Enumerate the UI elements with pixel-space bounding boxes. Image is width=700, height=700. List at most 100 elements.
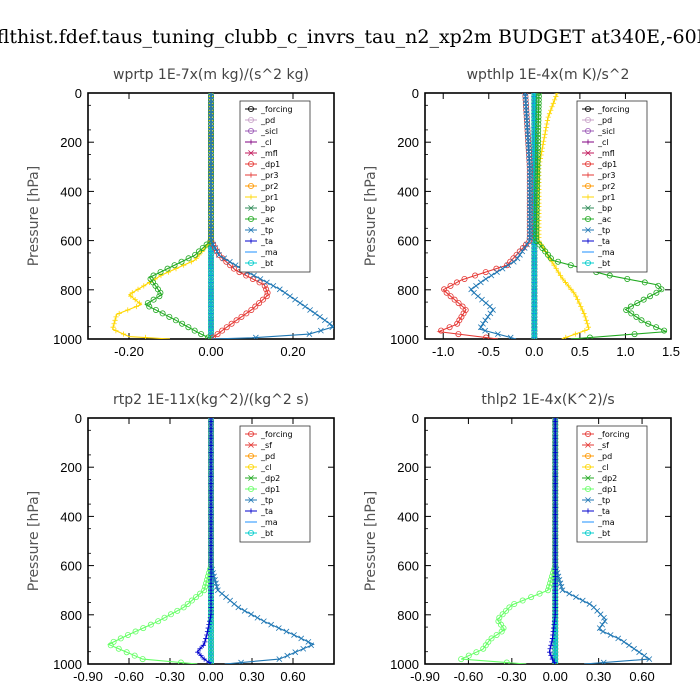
series-group xyxy=(110,93,334,339)
legend-label: _dp1 xyxy=(597,160,617,169)
data-point xyxy=(207,296,214,303)
x-tick-label: 0.20 xyxy=(280,344,305,359)
data-point xyxy=(534,179,541,186)
legend-label: _bp xyxy=(597,204,612,213)
data-point xyxy=(578,303,584,310)
data-point xyxy=(241,607,248,614)
data-point xyxy=(535,100,542,107)
data-point xyxy=(531,251,538,258)
x-tick-label: 0.00 xyxy=(198,669,223,684)
data-point xyxy=(498,628,505,635)
data-point xyxy=(455,300,462,307)
data-point xyxy=(215,251,222,258)
data-point xyxy=(531,275,538,282)
data-point xyxy=(207,615,213,621)
data-point xyxy=(308,642,315,649)
legend-label: _pd xyxy=(597,116,612,125)
x-tick-label: 0.30 xyxy=(586,669,611,684)
data-point xyxy=(256,300,263,307)
data-point xyxy=(531,320,538,327)
y-tick-label: 400 xyxy=(60,509,82,524)
data-point xyxy=(188,597,195,604)
data-point xyxy=(282,289,288,296)
legend-label: _tp xyxy=(260,226,273,235)
data-point xyxy=(551,97,558,103)
data-point xyxy=(533,203,540,210)
data-point xyxy=(531,120,538,127)
data-point xyxy=(545,114,551,120)
data-point xyxy=(533,227,540,234)
legend-label: _forcing xyxy=(260,105,293,114)
data-point xyxy=(206,659,212,664)
legend-label: _cl xyxy=(260,463,272,472)
data-point xyxy=(254,614,261,621)
data-point xyxy=(263,279,270,286)
data-point xyxy=(251,272,257,279)
data-point xyxy=(207,303,214,310)
data-point xyxy=(197,646,203,652)
data-point xyxy=(247,452,254,459)
data-point xyxy=(535,103,542,110)
data-point xyxy=(202,583,209,590)
x-tick-label: -0.30 xyxy=(155,669,185,684)
data-point xyxy=(533,207,540,214)
data-point xyxy=(534,145,541,152)
data-point xyxy=(247,430,254,437)
data-point xyxy=(247,463,254,470)
data-point xyxy=(207,618,213,624)
data-point xyxy=(113,328,119,334)
data-point xyxy=(551,625,557,631)
plot-frame xyxy=(424,417,672,665)
data-point xyxy=(473,282,479,289)
data-point xyxy=(544,117,551,124)
data-point xyxy=(519,248,526,255)
data-point xyxy=(260,618,267,625)
data-point xyxy=(276,656,283,662)
data-point xyxy=(531,93,538,96)
data-point xyxy=(248,611,254,618)
data-point xyxy=(531,313,538,320)
data-point xyxy=(185,255,192,262)
data-point xyxy=(499,611,506,618)
data-point xyxy=(547,255,554,262)
data-point xyxy=(655,282,662,289)
data-point xyxy=(553,93,559,100)
data-point xyxy=(206,622,212,628)
data-point xyxy=(631,331,638,338)
data-point xyxy=(292,649,299,656)
data-point xyxy=(113,314,119,320)
data-point xyxy=(549,639,555,645)
data-point xyxy=(247,485,254,492)
data-point xyxy=(252,303,259,310)
data-point xyxy=(207,324,214,331)
legend-label: _sicl xyxy=(260,127,278,136)
data-point xyxy=(230,265,237,272)
x-tick-label: -0.60 xyxy=(114,669,144,684)
data-point xyxy=(248,172,254,178)
data-point xyxy=(223,324,230,331)
data-point xyxy=(235,604,242,611)
legend-label: _bt xyxy=(260,259,273,268)
data-point xyxy=(212,576,218,583)
x-tick-label: 1.0 xyxy=(616,344,634,359)
data-point xyxy=(585,172,591,178)
data-point xyxy=(547,649,553,655)
data-point xyxy=(116,310,122,317)
data-point xyxy=(252,334,259,339)
data-point xyxy=(212,245,218,251)
data-point xyxy=(535,124,542,131)
data-point xyxy=(199,248,205,255)
data-point xyxy=(147,621,154,628)
data-point xyxy=(247,182,254,189)
data-point xyxy=(531,279,538,286)
data-point xyxy=(533,234,540,241)
data-point xyxy=(531,303,538,310)
x-tick-label: 0.00 xyxy=(198,344,223,359)
data-point xyxy=(503,659,510,664)
data-point xyxy=(531,107,538,114)
data-point xyxy=(157,289,164,296)
x-tick-label: 0.00 xyxy=(543,669,568,684)
x-tick-label: 0.0 xyxy=(525,344,543,359)
legend-label: _ta xyxy=(597,237,610,246)
data-point xyxy=(557,272,564,279)
